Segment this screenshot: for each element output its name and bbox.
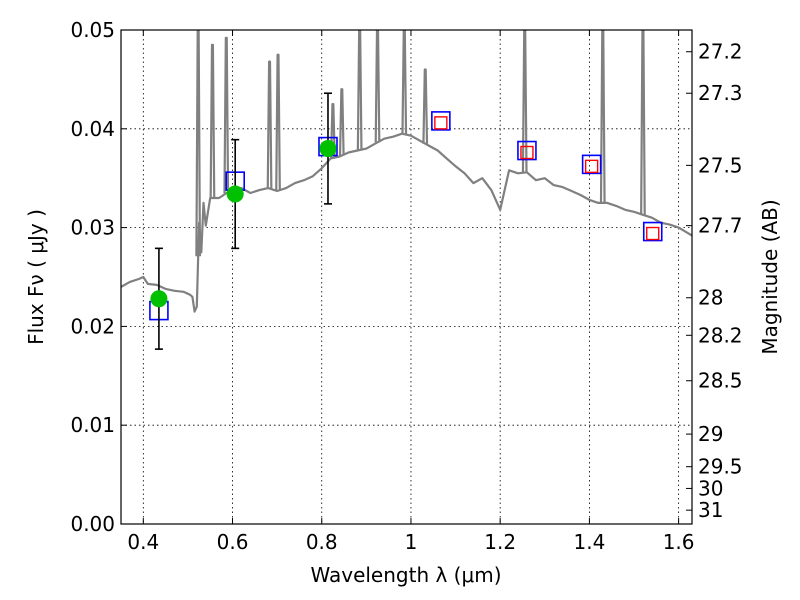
emission-line-spike xyxy=(640,30,646,215)
emission-line-spike xyxy=(223,36,230,194)
emission-line-spike xyxy=(338,88,345,156)
x-axis-title: Wavelength λ (μm) xyxy=(310,563,501,587)
plot-frame xyxy=(120,29,693,525)
y-tick-label: 0.01 xyxy=(70,413,115,437)
emission-line-spike xyxy=(401,30,408,135)
x-tick-label: 0.6 xyxy=(217,530,249,554)
x-tick-label: 1.2 xyxy=(484,530,516,554)
right-tick-label: 31 xyxy=(698,498,723,522)
tick-marks xyxy=(121,29,692,525)
emission-line-spike xyxy=(599,30,606,203)
model-blue-square xyxy=(581,154,602,175)
model-red-square xyxy=(584,159,599,174)
right-tick-label: 28.5 xyxy=(698,369,743,393)
y-axis-right-title: Magnitude (AB) xyxy=(758,199,782,354)
observed-point xyxy=(226,185,244,203)
x-tick-label: 0.8 xyxy=(306,530,338,554)
x-tick-label: 0.4 xyxy=(127,530,159,554)
markers-layer xyxy=(149,92,663,350)
observed-point xyxy=(319,140,337,158)
right-tick-label: 30 xyxy=(698,476,723,500)
right-tick-label: 29 xyxy=(698,422,723,446)
emission-line-spike xyxy=(374,30,381,143)
y-tick-label: 0.03 xyxy=(70,216,115,240)
right-tick-label: 27.5 xyxy=(698,153,743,177)
x-tick-label: 1.6 xyxy=(663,530,695,554)
emission-line-spike xyxy=(209,43,216,198)
right-tick-label: 28 xyxy=(698,286,723,310)
emission-line-spike xyxy=(195,30,202,257)
emission-line-spike xyxy=(266,60,273,189)
right-tick-label: 29.5 xyxy=(698,455,743,479)
emission-line-spike xyxy=(275,53,281,191)
right-tick-label: 27.7 xyxy=(698,214,743,238)
right-tick-label: 27.3 xyxy=(698,81,743,105)
right-tick-label: 27.2 xyxy=(698,40,743,64)
emission-line-spike xyxy=(422,68,429,144)
model-red-square xyxy=(520,145,534,160)
emission-line-spike xyxy=(330,102,336,158)
x-tick-label: 1 xyxy=(405,530,418,554)
observed-point xyxy=(150,290,168,308)
y-tick-label: 0.05 xyxy=(70,18,115,42)
model-blue-square xyxy=(517,140,537,161)
model-red-square xyxy=(646,226,660,241)
y-axis-title: Flux Fν ( μJy ) xyxy=(24,209,48,345)
y-tick-label: 0.00 xyxy=(70,512,115,536)
y-tick-label: 0.04 xyxy=(70,117,115,141)
x-tick-label: 1.4 xyxy=(573,530,605,554)
spectrum-line xyxy=(121,132,692,313)
model-blue-square xyxy=(642,221,663,242)
model-blue-square xyxy=(431,111,451,131)
y-tick-label: 0.02 xyxy=(70,314,115,338)
plot-area xyxy=(121,30,692,313)
model-red-square xyxy=(434,116,448,130)
tick-labels: 0.4 0.6 0.8 1 1.2 1.4 1.6 0.00 0.01 0.02 0.03 0.04 0… xyxy=(70,18,742,554)
right-tick-label: 28.2 xyxy=(698,323,743,347)
emission-line-spike xyxy=(356,30,363,151)
emission-line-spike xyxy=(521,30,528,173)
